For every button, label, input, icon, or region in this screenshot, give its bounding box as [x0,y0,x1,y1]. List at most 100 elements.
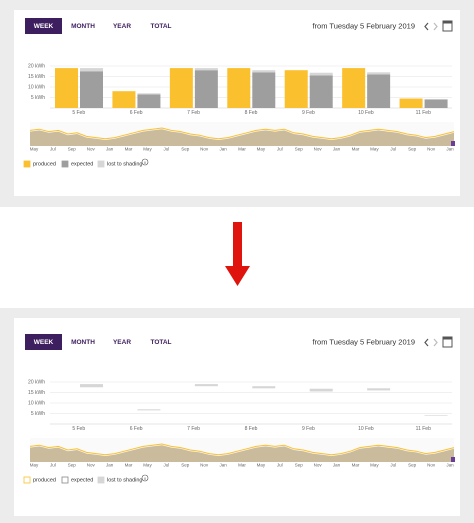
bar [399,98,423,108]
navigator-label: Jul [50,147,56,152]
navigator-label: Mar [352,147,360,152]
bar [284,70,308,108]
bar [55,68,78,108]
x-tick-label: 9 Feb [302,426,315,432]
legend-item[interactable]: produced [23,476,56,484]
tab-label: YEAR [113,339,131,346]
navigator-label: Jan [106,147,114,152]
info-icon[interactable] [141,474,149,482]
navigator-label: May [30,147,39,152]
navigator-area [30,445,454,462]
legend-item[interactable]: lost to shading [97,160,142,168]
navigator-label: Jan [219,463,227,468]
bar [80,384,103,388]
prev-button[interactable] [424,22,429,31]
x-tick-label: 9 Feb [302,110,315,116]
bar [137,93,161,95]
tab-label: TOTAL [150,339,171,346]
y-tick-label: 10 kWh [28,400,45,406]
legend-label: expected [71,161,93,167]
card [14,318,460,516]
bar [424,99,448,108]
navigator-label: May [257,463,266,468]
bar [367,388,391,391]
tab[interactable]: WEEK [25,334,62,350]
y-tick-label: 20 kWh [28,379,45,385]
navigator-label: May [30,463,39,468]
legend-item[interactable]: produced [23,160,56,168]
tab[interactable]: MONTH [71,23,95,30]
info-icon[interactable] [141,158,149,166]
next-button[interactable] [433,22,438,31]
navigator-line [29,443,455,456]
bar [137,409,161,411]
navigator-label: Sep [408,147,417,152]
legend-item[interactable]: expected [61,160,93,168]
tab[interactable]: YEAR [113,23,131,30]
navigator-label: Nov [427,463,436,468]
x-tick-label: 6 Feb [130,110,143,116]
legend-swatch [23,160,31,168]
navigator-label: Sep [181,463,190,468]
tab[interactable]: TOTAL [150,23,171,30]
bar [80,71,103,108]
x-tick-label: 11 Feb [416,426,431,432]
calendar-icon-top [443,21,452,24]
tab[interactable]: TOTAL [150,339,171,346]
tab[interactable]: WEEK [25,18,62,34]
legend-item[interactable]: expected [61,476,93,483]
arrow-down [225,222,250,286]
tab[interactable]: YEAR [113,339,131,346]
navigator-handle[interactable] [451,457,455,462]
legend-swatch [97,160,105,168]
navigator-label: Sep [295,147,304,152]
calendar-button[interactable] [442,20,453,32]
bar [137,94,161,108]
x-tick-label: 8 Feb [245,110,258,116]
bar [367,74,391,108]
legend-item[interactable]: lost to shading [97,476,142,484]
tab-active-bg [25,18,62,34]
bar [227,68,251,108]
legend-swatch [61,160,69,168]
navigator-label: Jul [50,463,56,468]
legend-swatch [97,476,105,484]
bar [309,72,333,76]
navigator-label: Jan [446,147,454,152]
navigator-label: Nov [87,463,96,468]
y-tick-label: 15 kWh [28,390,45,396]
legend-swatch [23,476,31,484]
navigator-label: Nov [200,147,209,152]
bar [252,72,276,108]
navigator-label: Jan [106,463,114,468]
navigator-label: Mar [125,463,133,468]
navigator-label: Nov [314,147,323,152]
navigator-label: May [370,463,379,468]
navigator-label: May [143,147,152,152]
navigator-label: Mar [125,147,133,152]
x-tick-label: 7 Feb [187,426,200,432]
bar [252,386,276,389]
bar [112,91,136,108]
bar [309,75,333,108]
date-range: from Tuesday 5 February 2019 [312,337,415,346]
next-button[interactable] [433,338,438,347]
navigator-label: May [143,463,152,468]
prev-button[interactable] [424,338,429,347]
y-tick-label: 5 kWh [31,411,45,417]
legend-label: produced [33,161,56,167]
navigator-label: Jul [277,463,283,468]
calendar-button[interactable] [442,336,453,348]
tab[interactable]: MONTH [71,339,95,346]
x-tick-label: 10 Feb [358,426,374,432]
navigator-label: Jul [390,147,396,152]
navigator-label: Jan [333,463,341,468]
tab-label: MONTH [71,23,95,30]
tab-label: WEEK [34,23,54,30]
navigator-label: Jul [390,463,396,468]
navigator-handle[interactable] [451,141,455,146]
bar [194,68,218,71]
bar [424,98,448,100]
x-tick-label: 5 Feb [72,426,85,432]
